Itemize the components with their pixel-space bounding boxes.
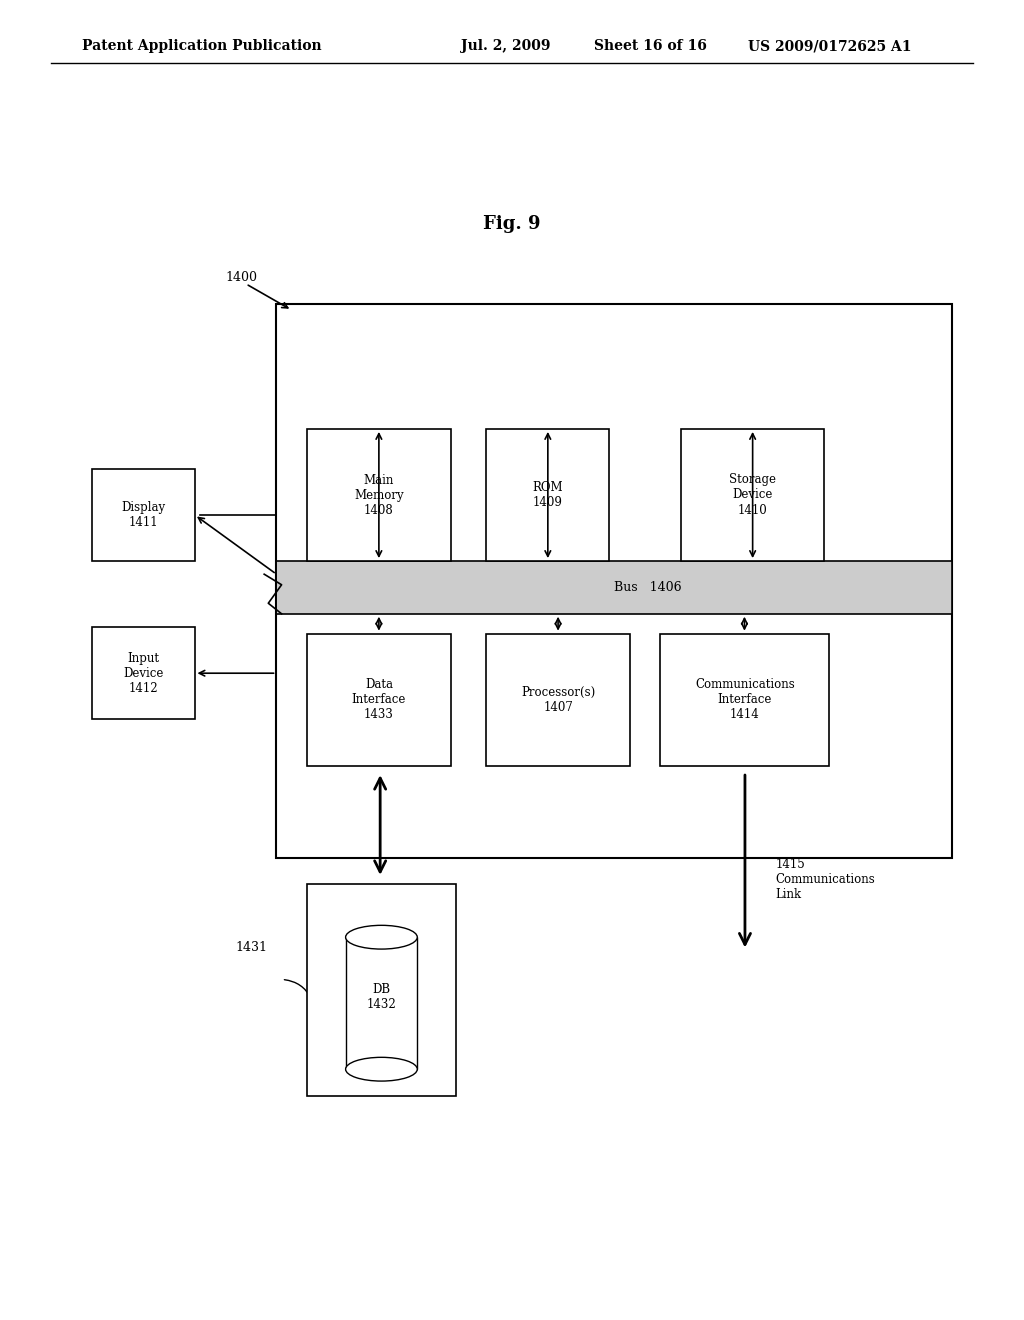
Text: Input
Device
1412: Input Device 1412 [123,652,164,694]
FancyBboxPatch shape [276,561,952,614]
Text: Bus   1406: Bus 1406 [614,581,682,594]
FancyBboxPatch shape [307,634,451,766]
Text: Jul. 2, 2009: Jul. 2, 2009 [461,40,550,53]
Ellipse shape [346,925,418,949]
Text: Patent Application Publication: Patent Application Publication [82,40,322,53]
FancyBboxPatch shape [92,469,195,561]
FancyBboxPatch shape [307,884,456,1096]
FancyBboxPatch shape [681,429,824,561]
FancyBboxPatch shape [346,937,418,1069]
Text: 1431: 1431 [236,941,267,954]
Text: Communications
Interface
1414: Communications Interface 1414 [695,678,795,721]
Ellipse shape [346,1057,418,1081]
Text: Sheet 16 of 16: Sheet 16 of 16 [594,40,707,53]
Text: Storage
Device
1410: Storage Device 1410 [729,474,776,516]
FancyBboxPatch shape [276,304,952,858]
Text: Main
Memory
1408: Main Memory 1408 [354,474,403,516]
FancyBboxPatch shape [486,634,630,766]
FancyArrowPatch shape [285,979,311,998]
Text: 1400: 1400 [225,271,257,284]
Text: US 2009/0172625 A1: US 2009/0172625 A1 [748,40,911,53]
Text: 1415
Communications
Link: 1415 Communications Link [776,858,876,902]
FancyBboxPatch shape [486,429,609,561]
Text: ROM
1409: ROM 1409 [532,480,563,510]
FancyBboxPatch shape [92,627,195,719]
FancyBboxPatch shape [307,429,451,561]
Text: Processor(s)
1407: Processor(s) 1407 [521,685,595,714]
Text: Data
Interface
1433: Data Interface 1433 [351,678,407,721]
FancyBboxPatch shape [660,634,829,766]
Text: Fig. 9: Fig. 9 [483,215,541,234]
Text: Display
1411: Display 1411 [121,500,166,529]
Text: DB
1432: DB 1432 [367,982,396,1011]
